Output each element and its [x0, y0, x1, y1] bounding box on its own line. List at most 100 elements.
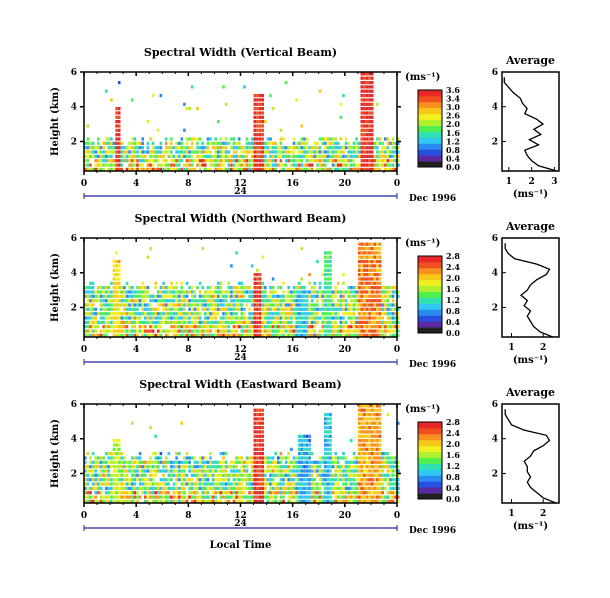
heatmap-cell: [295, 478, 298, 482]
heatmap-cell: [357, 434, 361, 438]
heatmap-cell: [347, 307, 350, 311]
heatmap-cell: [180, 320, 184, 324]
heatmap-cell: [201, 499, 204, 503]
heatmap-cell: [355, 167, 358, 171]
heatmap-cell: [131, 478, 134, 482]
heatmap-cell: [321, 473, 324, 477]
heatmap-cell: [198, 312, 202, 316]
heatmap-cell: [154, 146, 157, 150]
heatmap-cell: [394, 307, 397, 311]
heatmap-cell: [128, 333, 131, 337]
heatmap-cell: [112, 268, 116, 272]
colorbar-unit: (ms⁻¹): [405, 72, 440, 83]
heatmap-cell: [303, 290, 306, 294]
heatmap-cell: [394, 333, 397, 337]
heatmap-cell: [324, 154, 327, 158]
heatmap-cell: [235, 478, 238, 482]
heatmap-cell: [269, 167, 272, 171]
heatmap-cell: [170, 320, 173, 324]
heatmap-cell: [110, 312, 113, 316]
heatmap-cell: [368, 146, 371, 150]
heatmap-cell: [107, 167, 111, 171]
heatmap-cell: [279, 128, 283, 132]
heatmap-cell: [167, 150, 171, 154]
heatmap-cell: [324, 277, 327, 281]
heatmap-cell: [370, 286, 374, 290]
heatmap-cell: [308, 439, 311, 443]
heatmap-cell: [290, 491, 293, 495]
heatmap-cell: [172, 491, 176, 495]
heatmap-cell: [287, 491, 290, 495]
heatmap-cell: [326, 273, 330, 277]
heatmap-cell: [329, 137, 332, 141]
heatmap-cell: [305, 333, 309, 337]
heatmap-cell: [151, 482, 155, 486]
heatmap-cell: [227, 320, 231, 324]
heatmap-cell: [110, 465, 113, 469]
heatmap-cell: [97, 491, 100, 495]
heatmap-cell: [209, 456, 212, 460]
heatmap-cell: [324, 333, 327, 337]
heatmap-cell: [240, 167, 244, 171]
heatmap-cell: [269, 329, 272, 333]
heatmap-cell: [190, 167, 194, 171]
heatmap-cell: [271, 329, 275, 333]
heatmap-cell: [159, 456, 163, 460]
heatmap-cell: [214, 491, 217, 495]
heatmap-cell: [300, 167, 304, 171]
heatmap-cell: [123, 329, 126, 333]
heatmap-cell: [201, 469, 204, 473]
heatmap-cell: [324, 286, 327, 290]
heatmap-cell: [123, 486, 126, 490]
heatmap-cell: [162, 294, 165, 298]
heatmap-cell: [198, 460, 202, 464]
heatmap-cell: [235, 329, 238, 333]
heatmap-cell: [86, 486, 90, 490]
heatmap-cell: [355, 333, 358, 337]
heatmap-cell: [157, 163, 160, 167]
heatmap-cell: [245, 167, 249, 171]
date-label: Dec 1996: [409, 526, 456, 536]
colorbar-segment: [418, 161, 442, 168]
heatmap-cell: [360, 320, 364, 324]
heatmap-cell: [224, 141, 228, 145]
heatmap-cell: [360, 329, 364, 333]
heatmap-cell: [300, 333, 304, 337]
heatmap-cell: [290, 333, 293, 337]
heatmap-cell: [391, 460, 395, 464]
heatmap-cell: [177, 316, 181, 320]
heatmap-cell: [97, 137, 100, 141]
colorbar-tick-label: 0.8: [446, 472, 460, 482]
heatmap-cell: [253, 333, 257, 337]
heatmap-cell: [253, 146, 257, 150]
heatmap-cell: [84, 495, 87, 499]
heatmap-cell: [222, 290, 225, 294]
heatmap-cell: [91, 486, 95, 490]
heatmap-cell: [115, 137, 118, 141]
heatmap-cell: [334, 486, 337, 490]
heatmap-cell: [256, 465, 259, 469]
heatmap-cell: [154, 281, 157, 285]
heatmap-cell: [274, 320, 277, 324]
heatmap-cell: [373, 260, 377, 264]
heatmap-cell: [274, 159, 277, 163]
x-tick-label: 12: [234, 179, 247, 189]
heatmap-cell: [224, 486, 228, 490]
heatmap-cell: [157, 312, 160, 316]
heatmap-cell: [363, 434, 366, 438]
heatmap-cell: [175, 141, 178, 145]
heatmap-cell: [230, 473, 233, 477]
heatmap-cell: [376, 329, 379, 333]
heatmap-cell: [253, 434, 257, 438]
heatmap-cell: [271, 491, 275, 495]
heatmap-cell: [211, 316, 215, 320]
heatmap-cell: [256, 421, 259, 425]
heatmap-cell: [386, 491, 390, 495]
heatmap-cell: [104, 329, 108, 333]
heatmap-cell: [104, 320, 108, 324]
heatmap-cell: [177, 333, 181, 337]
heatmap-cell: [308, 452, 311, 456]
heatmap-cell: [256, 417, 259, 421]
heatmap-cell: [376, 294, 379, 298]
heatmap-cell: [339, 465, 343, 469]
